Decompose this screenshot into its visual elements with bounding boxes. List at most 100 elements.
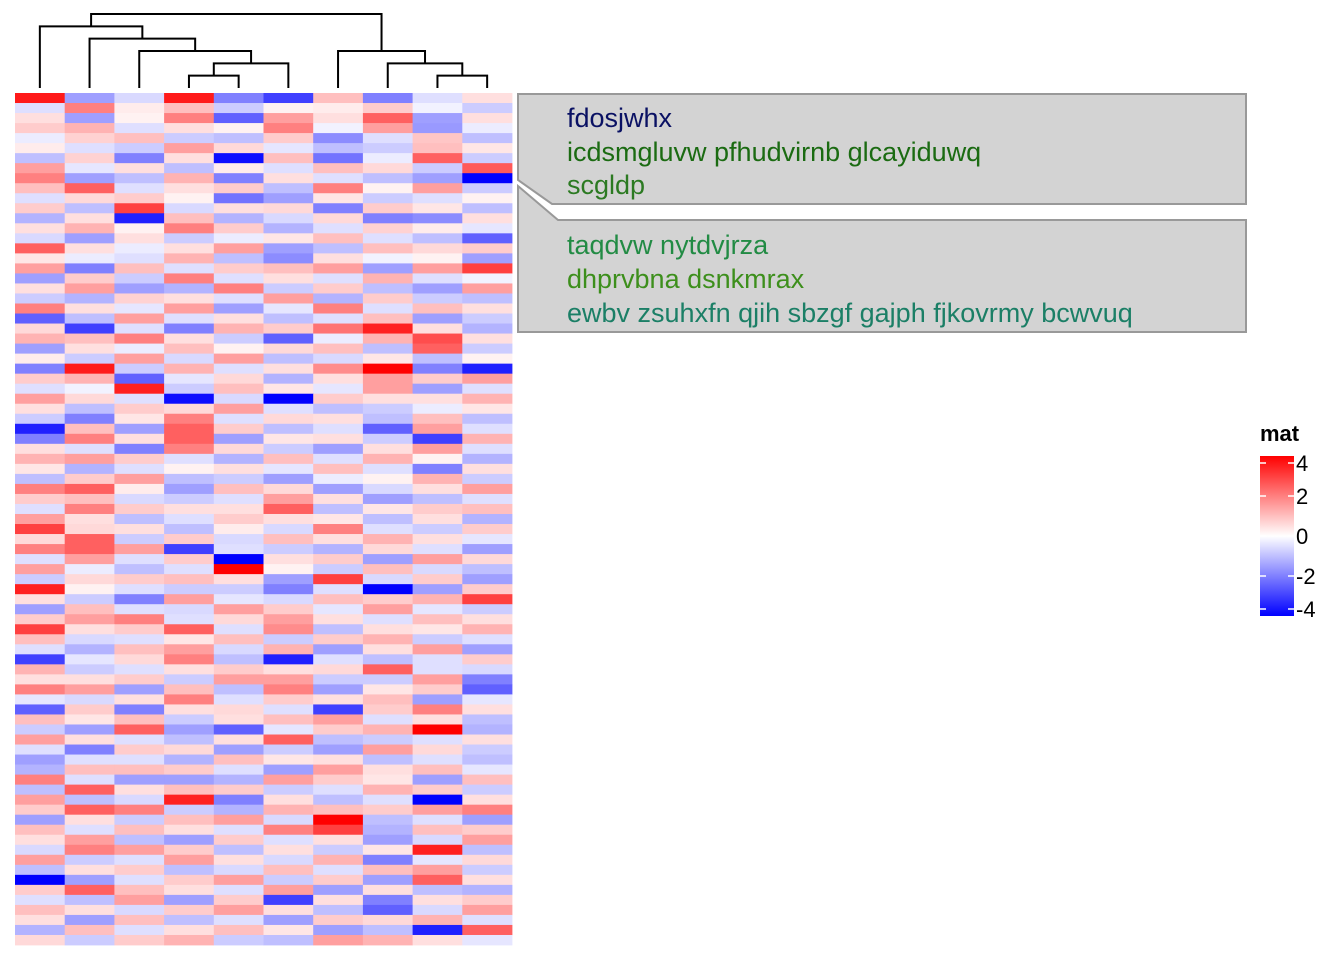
heatmap-cell	[412, 203, 463, 214]
heatmap-cell	[15, 243, 66, 254]
heatmap-cell	[362, 594, 413, 605]
heatmap-cell	[213, 564, 264, 575]
heatmap-cell	[313, 483, 364, 495]
heatmap-cell	[313, 694, 364, 705]
heatmap-cell	[462, 263, 513, 274]
heatmap-cell	[462, 103, 513, 114]
heatmap-cell	[64, 844, 115, 856]
heatmap-cell	[114, 834, 165, 846]
heatmap-cell	[412, 413, 463, 425]
heatmap-cell	[412, 864, 463, 876]
heatmap-cell	[362, 634, 413, 645]
heatmap-cell	[64, 93, 115, 104]
heatmap-cell	[462, 814, 513, 826]
heatmap-cell	[15, 534, 66, 545]
heatmap-cell	[213, 403, 264, 415]
heatmap-cell	[213, 263, 264, 274]
heatmap-cell	[462, 493, 513, 505]
heatmap-cell	[213, 383, 264, 395]
heatmap-cell	[64, 804, 115, 816]
heatmap-cell	[164, 273, 215, 284]
annotation-text: fdosjwhx	[567, 103, 673, 133]
heatmap-cell	[362, 373, 413, 385]
heatmap-cell	[462, 734, 513, 745]
heatmap-cell	[462, 173, 513, 184]
heatmap-cell	[114, 323, 165, 334]
heatmap-cell	[412, 263, 463, 274]
heatmap-cell	[263, 233, 314, 244]
heatmap-cell	[213, 854, 264, 866]
dendrogram-branch	[38, 25, 144, 88]
heatmap-cell	[313, 233, 364, 244]
heatmap-cell	[15, 493, 66, 505]
heatmap-cell	[114, 874, 165, 886]
heatmap-cell	[64, 333, 115, 344]
heatmap-cell	[313, 624, 364, 635]
heatmap-cell	[114, 844, 165, 856]
heatmap-cell	[15, 263, 66, 274]
heatmap-cell	[412, 333, 463, 344]
heatmap-cell	[213, 704, 264, 715]
heatmap-cell	[412, 133, 463, 144]
legend-tick-label: 0	[1296, 524, 1308, 549]
heatmap-cell	[462, 203, 513, 214]
heatmap-cell	[263, 934, 314, 946]
heatmap-cell	[462, 624, 513, 635]
heatmap-cell	[213, 774, 264, 786]
heatmap-cell	[263, 924, 314, 936]
heatmap-cell	[462, 564, 513, 575]
heatmap-cell	[462, 754, 513, 765]
heatmap-cell	[263, 243, 314, 254]
heatmap-cell	[462, 333, 513, 344]
heatmap-cell	[164, 353, 215, 365]
annotation-text: ewbv zsuhxfn qjih sbzgf gajph fjkovrmy b…	[567, 298, 1133, 328]
heatmap-cell	[263, 654, 314, 665]
heatmap-cell	[15, 594, 66, 605]
heatmap-cell	[462, 684, 513, 695]
heatmap-cell	[362, 353, 413, 365]
heatmap-cell	[15, 574, 66, 585]
heatmap-cell	[313, 814, 364, 826]
heatmap-cell	[313, 684, 364, 695]
heatmap-cell	[64, 854, 115, 866]
heatmap-cell	[15, 93, 66, 104]
legend-tick-label: -2	[1296, 564, 1316, 589]
heatmap-cell	[15, 854, 66, 866]
heatmap-cell	[412, 694, 463, 705]
heatmap-cell	[64, 483, 115, 495]
heatmap-cell	[412, 854, 463, 866]
heatmap-cell	[263, 173, 314, 184]
heatmap-cell	[412, 323, 463, 334]
heatmap-cell	[313, 223, 364, 234]
legend-tick-label: 2	[1296, 484, 1308, 509]
heatmap-cell	[462, 513, 513, 525]
heatmap-cell	[64, 564, 115, 575]
heatmap-cell	[462, 93, 513, 104]
heatmap-cell	[64, 624, 115, 635]
heatmap-cell	[412, 173, 463, 184]
heatmap-cell	[263, 103, 314, 114]
heatmap-cell	[263, 894, 314, 906]
heatmap-cell	[362, 193, 413, 204]
heatmap-cell	[114, 524, 165, 535]
heatmap-cell	[114, 413, 165, 425]
heatmap-cell	[213, 183, 264, 194]
heatmap-cell	[164, 373, 215, 385]
heatmap-cell	[263, 453, 314, 465]
heatmap-cell	[412, 604, 463, 615]
heatmap-cell	[263, 834, 314, 846]
heatmap-cell	[462, 433, 513, 445]
heatmap-cell	[213, 754, 264, 765]
heatmap-cell	[263, 794, 314, 806]
heatmap-cell	[263, 193, 314, 204]
column-dendrogram	[38, 13, 489, 88]
heatmap-cell	[114, 934, 165, 946]
heatmap-cell	[313, 213, 364, 224]
heatmap-cell	[263, 123, 314, 134]
heatmap-cell	[362, 764, 413, 775]
heatmap-cell	[213, 604, 264, 615]
heatmap-cell	[64, 694, 115, 705]
heatmap-cell	[412, 403, 463, 415]
heatmap-cell	[362, 243, 413, 254]
heatmap-cell	[462, 664, 513, 675]
